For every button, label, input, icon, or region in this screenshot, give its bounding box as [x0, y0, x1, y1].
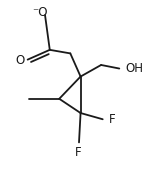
Text: OH: OH [126, 62, 144, 75]
Text: F: F [109, 113, 116, 127]
Text: F: F [75, 146, 82, 159]
Text: ⁻O: ⁻O [32, 6, 47, 19]
Text: O: O [16, 54, 25, 67]
